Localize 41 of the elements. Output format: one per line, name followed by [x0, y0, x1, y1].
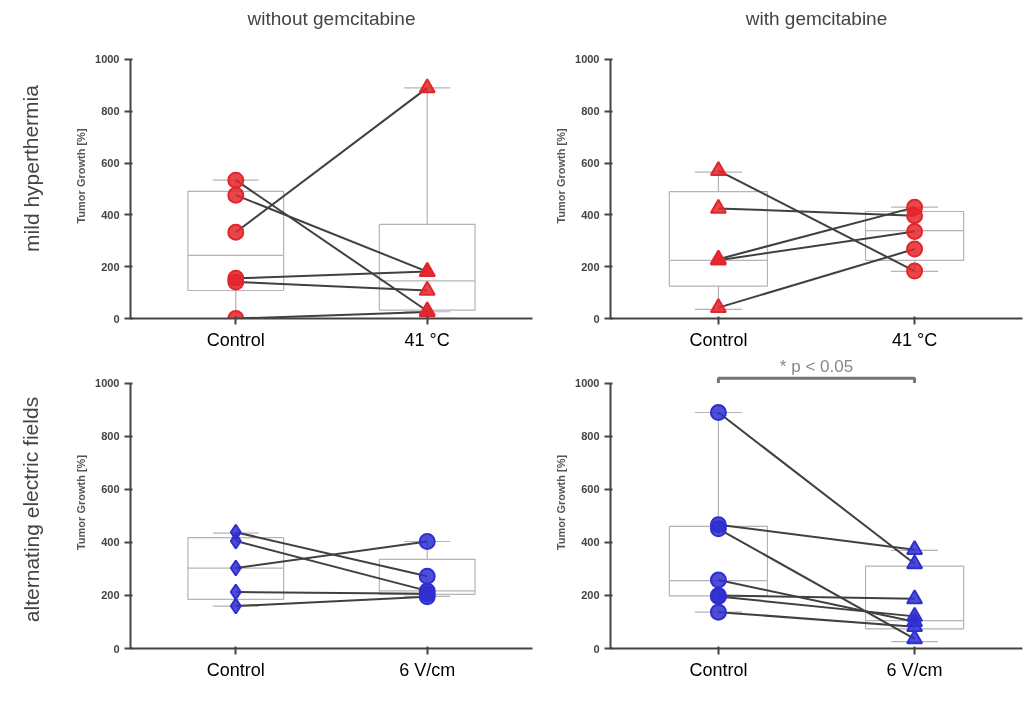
y-tick-label: 200: [101, 589, 120, 602]
y-tick-label: 1000: [575, 377, 600, 390]
y-tick-label: 200: [101, 260, 120, 273]
y-tick-label: 400: [581, 536, 600, 549]
y-tick-label: 1000: [95, 377, 120, 390]
y-tick-label: 400: [581, 208, 600, 221]
chart-title: with gemcitabine: [744, 7, 888, 29]
y-tick-label: 600: [581, 157, 600, 170]
y-tick-label: 0: [113, 642, 120, 655]
chart-title: without gemcitabine: [246, 7, 416, 29]
y-tick-label: 800: [581, 105, 600, 118]
y-tick-label: 800: [101, 105, 120, 118]
y-tick-label: 200: [581, 260, 600, 273]
y-tick-label: 1000: [95, 53, 120, 66]
x-tick-label: 41 °C: [404, 329, 450, 350]
y-tick-label: 400: [101, 536, 120, 549]
y-tick-label: 400: [101, 208, 120, 221]
y-tick-label: 800: [581, 430, 600, 443]
y-tick-label: 0: [593, 642, 600, 655]
x-tick-label: Control: [206, 329, 265, 350]
x-tick-label: 6 V/cm: [399, 659, 456, 680]
text: * p < 0.05: [779, 357, 854, 377]
y-axis-title: Tumor Growth [%]: [555, 128, 568, 224]
y-axis-title: Tumor Growth [%]: [75, 454, 88, 551]
x-tick-label: Control: [689, 329, 748, 350]
y-tick-label: 600: [581, 483, 600, 496]
x-tick-label: 6 V/cm: [886, 659, 943, 680]
y-tick-label: 0: [113, 312, 120, 325]
text: alternating electric fields: [19, 396, 43, 623]
y-tick-label: 600: [101, 483, 120, 496]
y-axis-title: Tumor Growth [%]: [75, 128, 88, 224]
text: mild hyperthermia: [19, 84, 43, 252]
y-tick-label: 200: [581, 589, 600, 602]
y-tick-label: 1000: [575, 53, 600, 66]
x-tick-label: 41 °C: [891, 329, 938, 350]
y-tick-label: 800: [101, 430, 120, 443]
y-tick-label: 0: [593, 312, 600, 325]
x-tick-label: Control: [689, 659, 748, 680]
y-axis-title: Tumor Growth [%]: [555, 454, 568, 551]
x-tick-label: Control: [206, 659, 265, 680]
y-tick-label: 600: [101, 157, 120, 170]
